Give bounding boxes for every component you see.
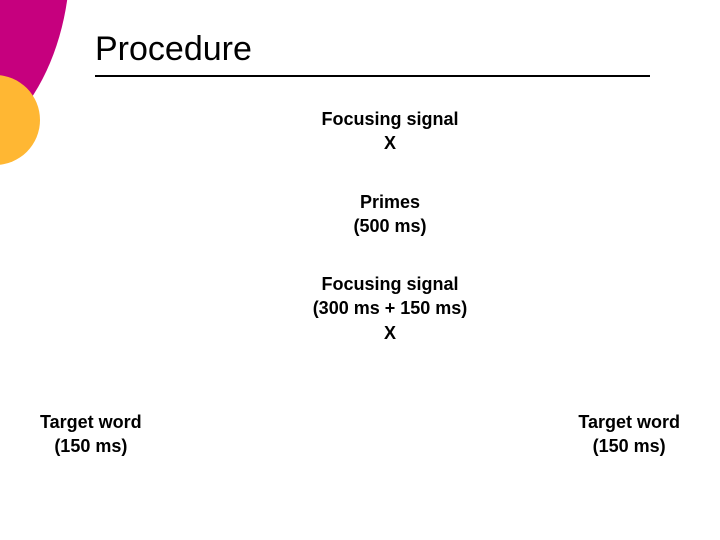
slide-title: Procedure [95, 30, 685, 69]
primes-duration: (500 ms) [95, 214, 685, 238]
target-left-label: Target word [40, 410, 142, 434]
stage-focusing-2: Focusing signal (300 ms + 150 ms) X [95, 272, 685, 345]
target-right-label: Target word [578, 410, 680, 434]
focusing2-symbol: X [95, 321, 685, 345]
focusing1-symbol: X [95, 131, 685, 155]
stage-primes: Primes (500 ms) [95, 190, 685, 239]
stage-focusing-1: Focusing signal X [95, 107, 685, 156]
target-left: Target word (150 ms) [40, 410, 142, 459]
target-left-duration: (150 ms) [40, 434, 142, 458]
focusing1-label: Focusing signal [95, 107, 685, 131]
target-right-duration: (150 ms) [578, 434, 680, 458]
focusing2-label: Focusing signal [95, 272, 685, 296]
slide-content: Procedure Focusing signal X Primes (500 … [95, 30, 685, 379]
title-underline [95, 75, 650, 77]
target-row: Target word (150 ms) Target word (150 ms… [40, 410, 680, 459]
focusing2-duration: (300 ms + 150 ms) [95, 296, 685, 320]
primes-label: Primes [95, 190, 685, 214]
target-right: Target word (150 ms) [558, 410, 680, 459]
decorative-corner [0, 0, 70, 160]
